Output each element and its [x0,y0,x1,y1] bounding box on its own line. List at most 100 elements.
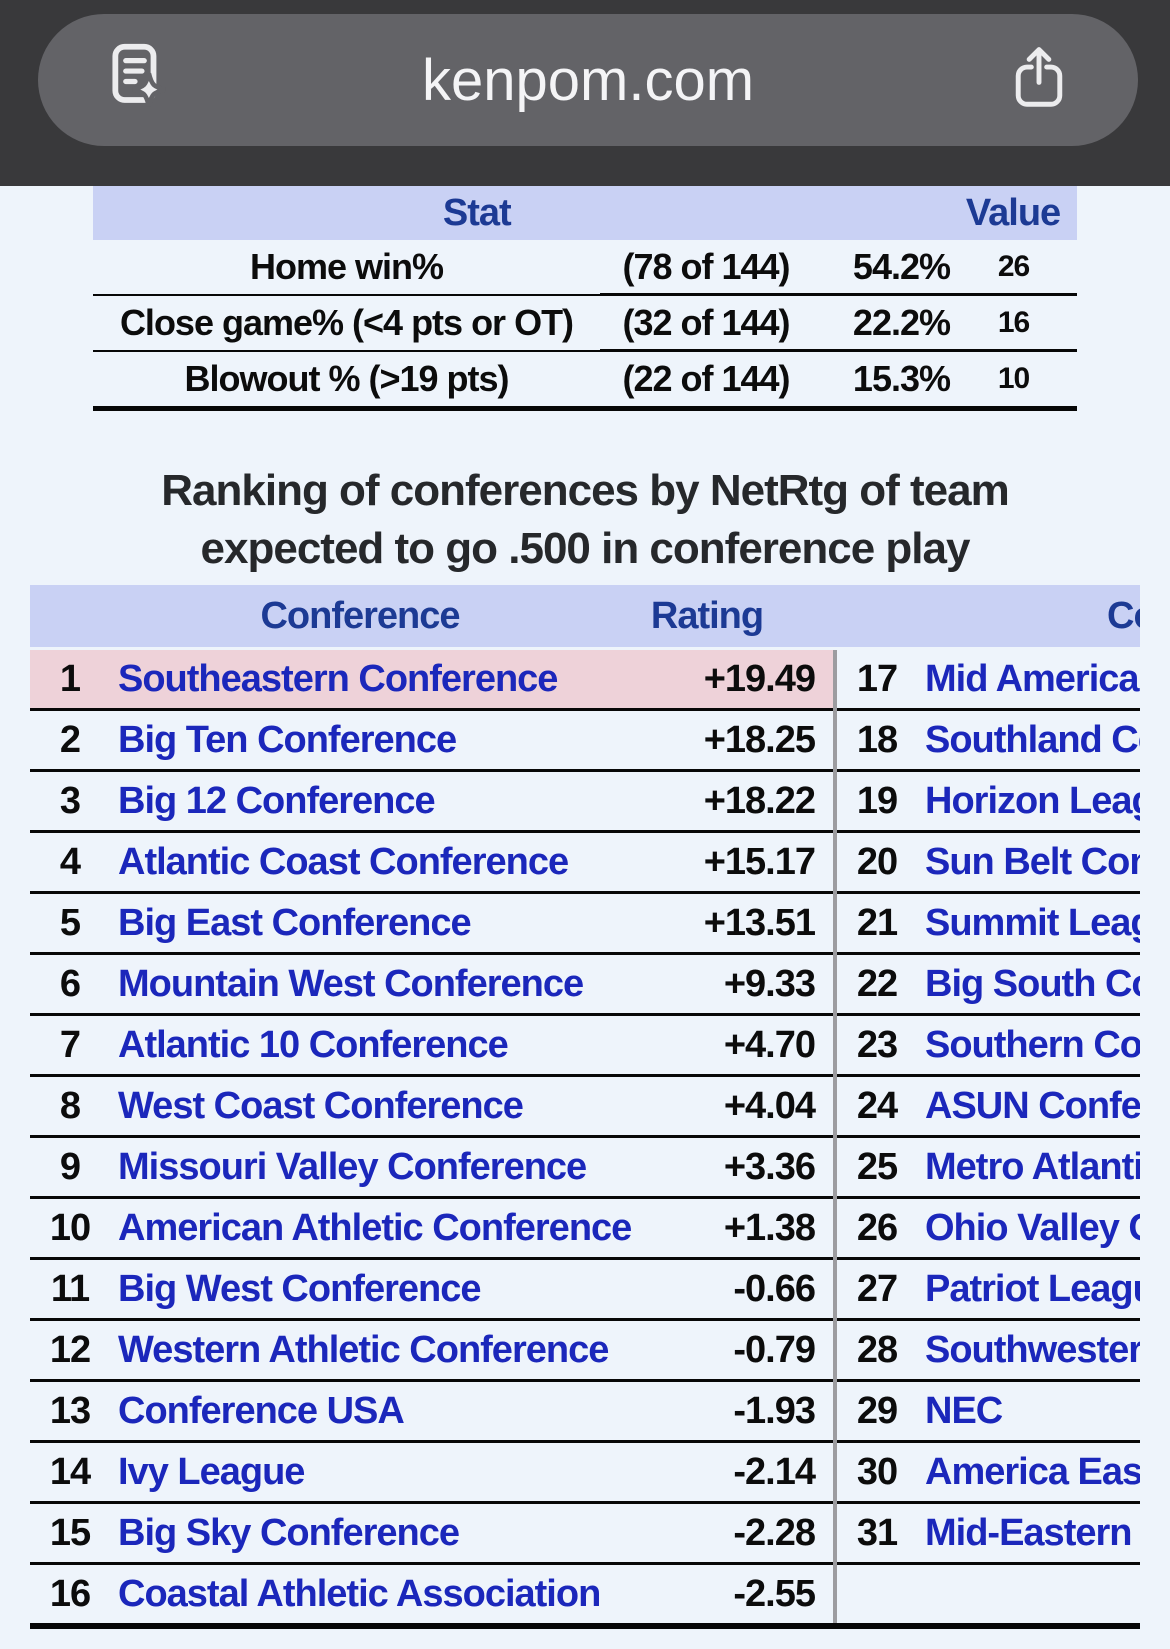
conference-rank: 10 [49,1206,91,1249]
stat-value: 22.2% [812,296,951,352]
conference-row: 26 Ohio Valley Conference [837,1199,1140,1260]
conference-rank: 17 [856,657,898,700]
conference-link[interactable]: Summit League [925,901,1140,944]
conference-ranking-table: Conference Rating Conference 1 Southeast… [30,585,1140,1629]
stat-detail: (32 of 144) [600,296,812,352]
conference-link[interactable]: Coastal Athletic Association [118,1572,601,1615]
stats-table: Stat Value Home win% (78 of 144) 54.2% 2… [93,186,1077,411]
conference-row: 30 America East Conference [837,1443,1140,1504]
conference-rank: 28 [856,1328,898,1371]
conference-rank: 31 [856,1511,898,1554]
conference-link[interactable]: Southland Conference [925,718,1140,761]
conference-rank: 2 [59,718,81,761]
conference-row: 6 Mountain West Conference +9.33 [30,955,833,1016]
conference-column-header: Conference [260,594,460,637]
conference-link[interactable]: ASUN Conference [925,1084,1140,1127]
conference-link[interactable]: Sun Belt Conference [925,840,1140,883]
conference-rank: 26 [856,1206,898,1249]
conference-rank: 12 [49,1328,91,1371]
conference-rank: 7 [59,1023,81,1066]
stat-value: 15.3% [812,352,951,411]
conference-rank: 29 [856,1389,898,1432]
conference-link[interactable]: NEC [925,1389,1003,1432]
conference-link[interactable]: Southeastern Conference [118,657,558,700]
conference-link[interactable]: Ohio Valley Conference [925,1206,1140,1249]
conference-rating: -0.66 [733,1267,816,1310]
share-button[interactable] [1002,43,1076,117]
conference-rank: 25 [856,1145,898,1188]
conference-link[interactable]: Atlantic Coast Conference [118,840,569,883]
conference-rank: 22 [856,962,898,1005]
conference-link[interactable]: Patriot League [925,1267,1140,1310]
conference-rank: 5 [59,901,81,944]
stat-label: Close game% (<4 pts or OT) [93,296,600,352]
conference-row: 8 West Coast Conference +4.04 [30,1077,833,1138]
stats-table-header: Stat Value [93,186,1077,240]
conference-link[interactable]: Big East Conference [118,901,472,944]
conference-rank: 3 [59,779,81,822]
conference-rating: -0.79 [733,1328,816,1371]
conference-link[interactable]: Mid American Conference [925,657,1140,700]
conference-rating: +4.70 [723,1023,816,1066]
conference-row: 21 Summit League [837,894,1140,955]
conference-rank: 13 [49,1389,91,1432]
page-menu-button[interactable] [98,43,172,117]
conference-rank: 6 [59,962,81,1005]
conference-row: 7 Atlantic 10 Conference +4.70 [30,1016,833,1077]
conference-column-header-right: Conference [1107,594,1140,637]
stats-table-body: Home win% (78 of 144) 54.2% 26 Close gam… [93,240,1077,411]
conference-row: 9 Missouri Valley Conference +3.36 [30,1138,833,1199]
conference-link[interactable]: Conference USA [118,1389,405,1432]
conference-row: 4 Atlantic Coast Conference +15.17 [30,833,833,894]
conference-rank: 21 [856,901,898,944]
stats-row: Blowout % (>19 pts) (22 of 144) 15.3% 10 [93,352,1077,411]
browser-toolbar: kenpom.com [0,0,1170,186]
conference-link[interactable]: Missouri Valley Conference [118,1145,587,1188]
conference-link[interactable]: Western Athletic Conference [118,1328,609,1371]
section-title: Ranking of conferences by NetRtg of team… [0,462,1170,578]
conference-row: 28 Southwestern Athletic Conference [837,1321,1140,1382]
conference-link[interactable]: Southwestern Athletic Conference [925,1328,1140,1371]
stat-column-header: Stat [442,191,512,234]
conference-link[interactable]: Atlantic 10 Conference [118,1023,509,1066]
conference-row: 22 Big South Conference [837,955,1140,1016]
value-column-header: Value [965,191,1061,234]
conference-link[interactable]: American Athletic Conference [118,1206,632,1249]
conference-rank: 19 [856,779,898,822]
conference-row: 29 NEC [837,1382,1140,1443]
conference-link[interactable]: Mid-Eastern Athletic Conference [925,1511,1140,1554]
conference-row: 5 Big East Conference +13.51 [30,894,833,955]
stat-detail: (78 of 144) [600,240,812,296]
conference-rating: +4.04 [723,1084,816,1127]
conference-link[interactable]: Big Ten Conference [118,718,457,761]
conference-link[interactable]: Horizon League [925,779,1140,822]
stats-row: Close game% (<4 pts or OT) (32 of 144) 2… [93,296,1077,352]
conference-link[interactable]: Southern Conference [925,1023,1140,1066]
conference-link[interactable]: Big West Conference [118,1267,481,1310]
conference-link[interactable]: America East Conference [925,1450,1140,1493]
conference-row: 1 Southeastern Conference +19.49 [30,650,833,711]
conference-link[interactable]: Mountain West Conference [118,962,584,1005]
conference-link[interactable]: Ivy League [118,1450,305,1493]
conference-row: 17 Mid American Conference [837,650,1140,711]
conference-rank: 27 [856,1267,898,1310]
conference-rating: -2.28 [733,1511,816,1554]
conference-row: 18 Southland Conference [837,711,1140,772]
conference-link[interactable]: Big South Conference [925,962,1140,1005]
conference-link[interactable]: Metro Atlantic Athletic Conference [925,1145,1140,1188]
conference-link[interactable]: Big Sky Conference [118,1511,460,1554]
stat-rank: 10 [950,352,1077,411]
conference-link[interactable]: Big 12 Conference [118,779,436,822]
stat-label: Blowout % (>19 pts) [93,352,600,411]
conference-list-right: 17 Mid American Conference 18 Southland … [833,650,1140,1623]
conference-link[interactable]: West Coast Conference [118,1084,524,1127]
conference-row: 20 Sun Belt Conference [837,833,1140,894]
stats-row: Home win% (78 of 144) 54.2% 26 [93,240,1077,296]
stat-rank: 16 [950,296,1077,352]
conference-rating: +1.38 [723,1206,816,1249]
rating-column-header: Rating [650,594,764,637]
conference-row: 13 Conference USA -1.93 [30,1382,833,1443]
conference-rating: -1.93 [733,1389,816,1432]
conference-rank: 20 [856,840,898,883]
address-bar[interactable]: kenpom.com [38,14,1138,146]
